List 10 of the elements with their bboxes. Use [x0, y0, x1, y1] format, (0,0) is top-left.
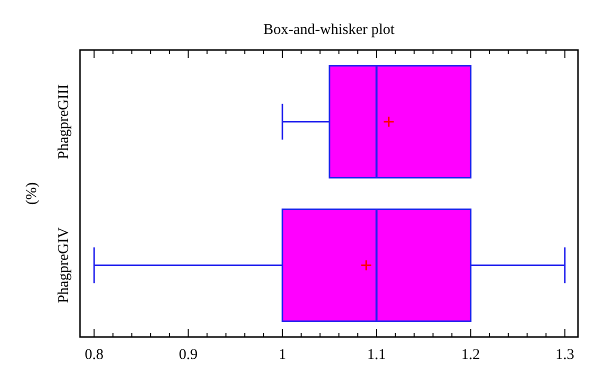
x-tick-label: 1.2 [461, 347, 480, 363]
chart-title: Box-and-whisker plot [263, 22, 396, 38]
y-tick-label: PhagpreGIV [56, 227, 72, 304]
x-tick-label: 0.8 [84, 347, 104, 363]
y-axis-title: (%) [24, 182, 40, 205]
x-tick-label: 1.1 [367, 347, 386, 363]
x-tick-label: 0.9 [178, 347, 198, 363]
y-tick-label: PhagpreGIII [56, 84, 72, 160]
x-tick-label: 1.3 [555, 347, 574, 363]
x-tick-label: 1 [278, 347, 286, 363]
